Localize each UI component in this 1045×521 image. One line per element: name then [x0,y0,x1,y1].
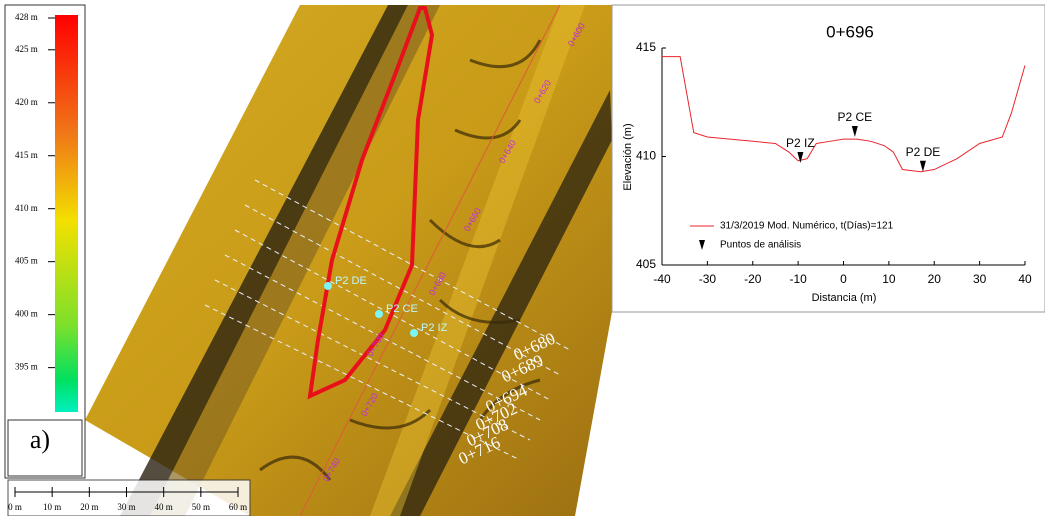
profile-chart: 0+696 Distancia (m) Elevación (m) 405 410… [612,5,1045,312]
scale-tick-label: 60 m [229,502,247,512]
colorbar-tick-label: 395 m [15,362,38,372]
colorbar-tick-label: 415 m [15,150,38,160]
y-tick-label: 405 [636,257,656,271]
x-tick-label: -40 [653,272,671,286]
marker-label: P2 IZ [786,136,815,150]
x-tick-label: 0 [840,272,847,286]
x-tick-label: -20 [744,272,762,286]
scale-bar: 0 m 10 m 20 m 30 m 40 m 50 m 60 m [8,480,250,516]
y-axis-label: Elevación (m) [622,123,634,190]
panel-label: a) [30,425,50,454]
y-tick-label: 410 [636,149,656,163]
colorbar-tick-label: 410 m [15,203,38,213]
x-axis-label: Distancia (m) [812,292,877,304]
legend-label: Puntos de análisis [720,240,801,251]
point-label: P2 CE [386,303,418,315]
terrain-map: 0+6800+6890+6940+7020+7080+7160+6000+620… [85,5,612,516]
scale-tick-label: 0 m [8,502,22,512]
scale-tick-label: 30 m [117,502,135,512]
scale-tick-label: 50 m [192,502,210,512]
scale-tick-label: 10 m [43,502,61,512]
colorbar-gradient [55,15,78,412]
point-label: P2 IZ [421,322,448,334]
legend-label: 31/3/2019 Mod. Numérico, t(Días)=121 [720,221,894,232]
colorbar-tick-label: 428 m [15,12,38,22]
colorbar-tick-label: 425 m [15,44,38,54]
scale-tick-label: 20 m [80,502,98,512]
x-tick-label: 20 [928,272,942,286]
colorbar: a) 428 m 425 m 420 m 415 m 410 m 405 m 400 m 39… [5,5,85,478]
colorbar-tick-label: 405 m [15,256,38,266]
analysis-point [375,310,383,318]
chart-box [612,5,1045,312]
scale-tick-label: 40 m [155,502,173,512]
x-tick-label: 40 [1018,272,1032,286]
marker-label: P2 DE [906,145,941,159]
x-tick-label: 10 [882,272,896,286]
colorbar-tick-label: 420 m [15,97,38,107]
point-label: P2 DE [335,275,367,287]
colorbar-tick-label: 400 m [15,309,38,319]
analysis-point [324,282,332,290]
x-tick-label: -30 [699,272,717,286]
marker-label: P2 CE [838,110,873,124]
chart-title: 0+696 [826,22,874,41]
figure: 0+6800+6890+6940+7020+7080+7160+6000+620… [0,0,1045,516]
y-tick-label: 415 [636,40,656,54]
x-tick-label: -10 [789,272,807,286]
analysis-point [410,329,418,337]
x-tick-label: 30 [973,272,987,286]
